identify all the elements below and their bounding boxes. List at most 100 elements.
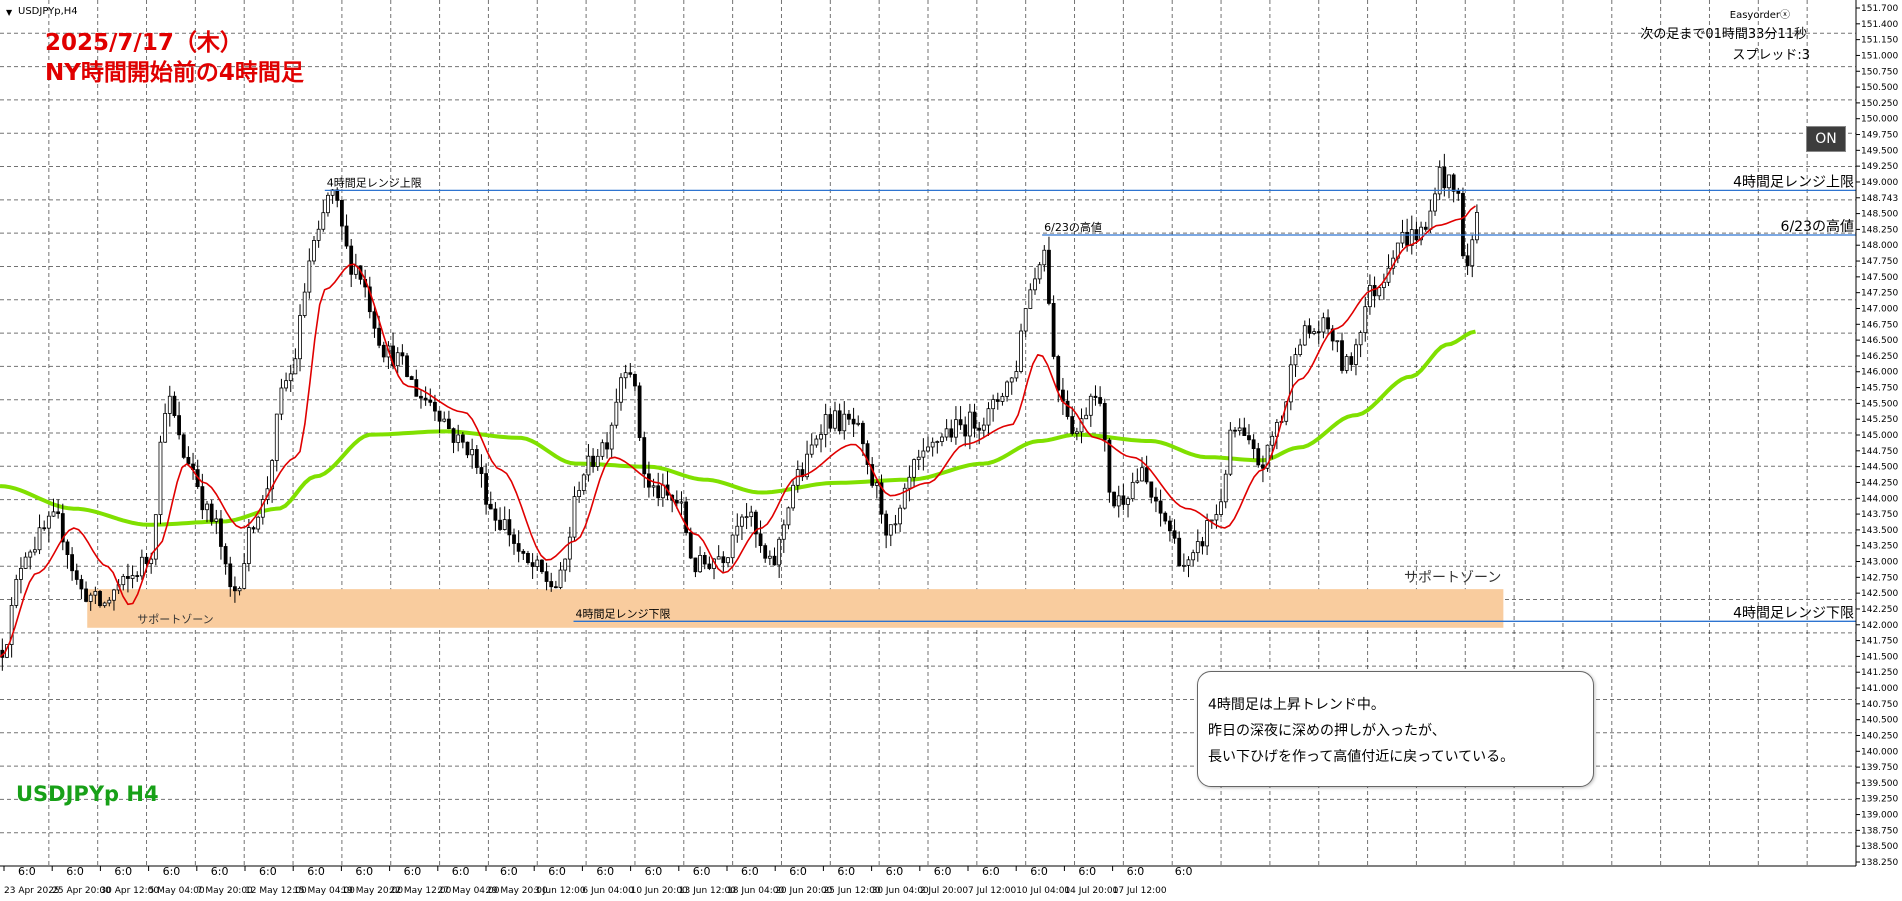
candle-body: [898, 507, 902, 525]
candle-body: [1167, 520, 1172, 532]
candle-body: [502, 519, 507, 530]
price-tick-label: 143.250: [1861, 542, 1898, 552]
candle-body: [1098, 397, 1103, 404]
candle-body: [1354, 344, 1358, 365]
candle-body: [474, 449, 479, 468]
candle-body: [442, 418, 447, 422]
candle-body: [581, 474, 586, 491]
candle-body: [716, 556, 721, 560]
candle-body: [823, 414, 828, 435]
candle-body: [488, 503, 493, 510]
time-tick-label: 2 Jul 20:00: [920, 886, 969, 896]
price-tick-label: 141.000: [1861, 684, 1898, 694]
time-hour-label: 6:0: [548, 865, 566, 878]
candle-body: [1447, 174, 1451, 189]
candlestick-layer: [0, 153, 1479, 671]
candle-body: [144, 556, 149, 564]
candle-body: [135, 575, 140, 577]
candle-body: [98, 591, 102, 607]
candle-body: [1014, 371, 1019, 379]
candle-body: [293, 358, 298, 375]
candle-body: [902, 487, 907, 509]
candle-body: [237, 587, 242, 592]
candle-body: [479, 467, 484, 474]
candle-body: [954, 419, 958, 438]
price-axis-ticks: 151.700 151.400 151.150 151.000 150.750 150.5…: [1856, 4, 1898, 868]
comment-line: 4時間足は上昇トレンド中。: [1208, 697, 1385, 713]
easyorder-label[interactable]: Easyorderⓧ: [1729, 10, 1790, 21]
candle-body: [1154, 496, 1158, 502]
candle-body: [1028, 289, 1033, 309]
candle-body: [256, 516, 261, 530]
candle-body: [1107, 439, 1112, 493]
on-toggle-button[interactable]: ON: [1806, 126, 1846, 152]
candle-body: [1019, 330, 1023, 372]
candle-body: [735, 525, 740, 536]
candle-body: [660, 484, 665, 499]
price-tick-label: 140.250: [1861, 731, 1898, 741]
candle-body: [1358, 332, 1363, 346]
candle-body: [1121, 495, 1126, 505]
candle-body: [888, 524, 893, 536]
time-hour-label: 6:0: [1127, 865, 1145, 878]
candle-body: [1433, 193, 1437, 212]
candle-body: [1261, 464, 1265, 469]
candle-body: [419, 395, 423, 399]
candle-body: [470, 449, 475, 456]
time-hour-label: 6:0: [741, 865, 759, 878]
candle-body: [1307, 325, 1312, 334]
candle-body: [46, 515, 51, 529]
candle-body: [1214, 514, 1219, 521]
candle-body: [1140, 467, 1144, 482]
candle-body: [1451, 174, 1456, 192]
chart-menu-triangle-icon[interactable]: ▼: [6, 8, 13, 17]
price-tick-label: 139.500: [1861, 779, 1898, 789]
candle-body: [1442, 166, 1447, 189]
candle-body: [1288, 364, 1293, 403]
candle-body: [1437, 166, 1442, 195]
price-tick-label: 147.250: [1861, 289, 1898, 299]
time-hour-label: 6:0: [1030, 865, 1048, 878]
candle-body: [972, 411, 977, 429]
candle-body: [60, 513, 65, 543]
symbol-big-label: USDJPYp H4: [16, 782, 159, 806]
candle-body: [1186, 559, 1191, 566]
candle-body: [1158, 500, 1163, 514]
price-tick-label: 145.000: [1861, 431, 1898, 441]
time-tick-label: 15 May 04:00: [293, 886, 355, 896]
candle-body: [1042, 249, 1047, 266]
title-date: 2025/7/17（木）: [45, 30, 243, 56]
candle-body: [628, 372, 633, 375]
time-hour-label: 6:0: [355, 865, 373, 878]
horizontal-line-label-right: 6/23の高値: [1781, 218, 1854, 235]
candle-body: [688, 532, 693, 559]
candle-body: [88, 594, 93, 602]
candle-body: [437, 410, 442, 422]
time-hour-label: 6:0: [596, 865, 614, 878]
time-hour-label: 6:0: [259, 865, 277, 878]
candle-body: [1126, 498, 1130, 505]
time-tick-label: 3 Jun 12:00: [534, 886, 586, 896]
price-tick-label: 147.500: [1861, 273, 1898, 283]
candle-body: [349, 245, 354, 275]
candle-body: [1316, 331, 1321, 334]
fast-moving-average-layer: [0, 205, 1476, 658]
candle-body: [456, 434, 461, 443]
candle-body: [781, 524, 786, 540]
price-tick-label: 138.750: [1861, 826, 1898, 836]
price-tick-label: 144.000: [1861, 494, 1898, 504]
candle-body: [51, 511, 56, 517]
candle-body: [981, 424, 986, 431]
price-tick-label: 139.000: [1861, 811, 1898, 821]
time-hour-label: 6:0: [114, 865, 132, 878]
candle-body: [707, 563, 712, 569]
candle-body: [335, 189, 340, 201]
candle-body: [316, 228, 321, 241]
price-tick-label: 138.250: [1861, 858, 1898, 868]
time-tick-label: 30 Jun 04:00: [872, 886, 929, 896]
candle-body: [1312, 331, 1316, 334]
time-hour-label: 6:0: [693, 865, 711, 878]
chart-title: 2025/7/17（木） NY時間開始前の4時間足: [45, 28, 304, 88]
price-tick-label: 143.750: [1861, 510, 1898, 520]
